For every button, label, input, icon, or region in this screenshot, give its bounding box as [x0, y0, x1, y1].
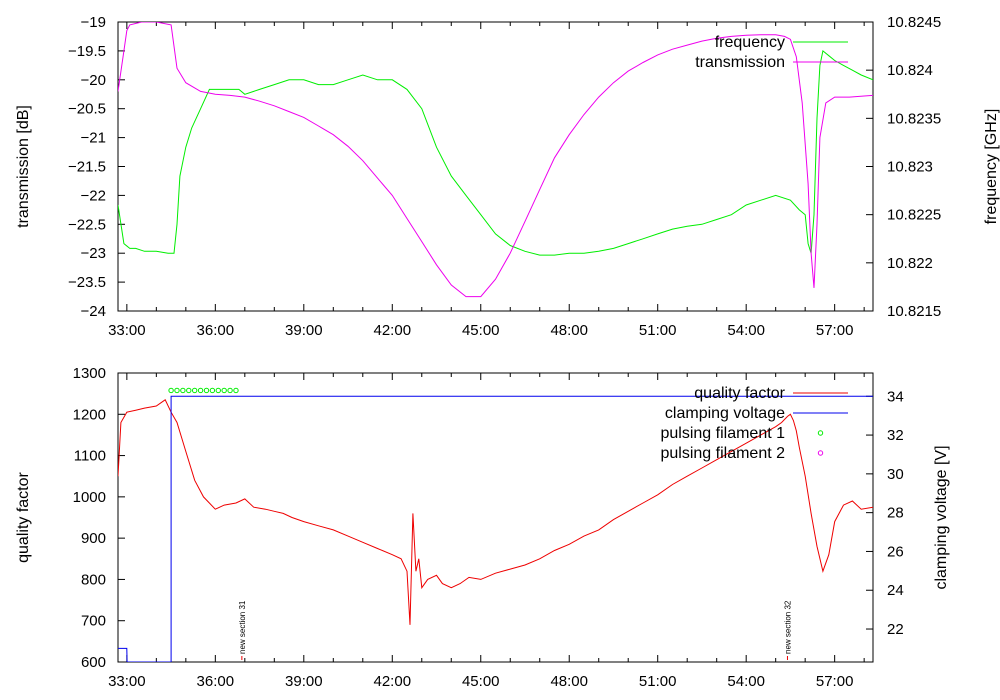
section-annotation: new section 32 [783, 600, 792, 654]
y2-tick-label: 10.8235 [887, 110, 941, 127]
pulsing-filament-1-point [174, 387, 180, 394]
y-tick-label: 1200 [73, 406, 106, 423]
series-group [118, 387, 873, 662]
x-tick-label: 36:00 [197, 322, 235, 339]
x-tick-label: 57:00 [816, 322, 854, 339]
legend-marker [817, 450, 824, 456]
x-tick-label: 57:00 [816, 673, 854, 690]
frequency-line [118, 49, 873, 256]
y-tick-label: 1000 [73, 489, 106, 506]
y-tick-label: −24 [81, 303, 106, 320]
x-tick-label: 45:00 [462, 322, 500, 339]
x-tick-label: 33:00 [108, 673, 146, 690]
y-tick-label: 900 [81, 530, 106, 547]
pulsing-filament-1-point [168, 387, 174, 394]
y-axis-label: transmission [dB] [15, 105, 32, 228]
x-tick-label: 39:00 [285, 673, 323, 690]
x-tick-label: 42:00 [374, 673, 412, 690]
y-tick-label: −20 [81, 72, 106, 89]
y2-tick-label: 34 [887, 388, 904, 405]
plot-frame [117, 372, 874, 663]
y-tick-label: −23 [81, 245, 106, 262]
transmission-frequency-panel: 33:00 36:00 39:00 42:00 45:00 48:00 51:00 54:00… [15, 14, 1000, 339]
pulsing-filament-1-point [191, 387, 198, 394]
quality-factor-line [118, 399, 873, 625]
y2-tick-label: 10.824 [887, 62, 933, 79]
y2-tick-label: 32 [887, 427, 904, 444]
y-axis-label: quality factor [15, 471, 32, 562]
pulsing-filament-1-point [197, 387, 204, 394]
x-tick-label: 48:00 [550, 673, 588, 690]
x-tick-label: 39:00 [285, 322, 323, 339]
x-tick-label: 45:00 [462, 673, 500, 690]
x-tick-label: 54:00 [727, 322, 765, 339]
legend-label: quality factor [694, 385, 785, 402]
y-tick-label: −22 [81, 187, 106, 204]
x-tick-label: 48:00 [550, 322, 588, 339]
pulsing-filament-1-point [180, 387, 186, 394]
y-tick-label: −20.5 [68, 101, 106, 118]
pulsing-filament-1-point [209, 387, 216, 394]
y-tick-label: 1100 [74, 448, 106, 465]
pulsing-filament-1-point [221, 387, 227, 394]
y-tick-label: 700 [81, 613, 106, 630]
y-tick-label: −19 [81, 14, 106, 31]
y-tick-label: −21.5 [68, 159, 106, 176]
y-tick-label: −21 [81, 130, 106, 147]
legend-label: pulsing filament 2 [660, 445, 785, 462]
y-tick-label: −19.5 [68, 43, 106, 60]
quality-factor-clamping-panel: 33:00 36:00 39:00 42:00 45:00 48:00 51:00 54:00… [15, 365, 950, 690]
series-group [118, 22, 873, 298]
pulsing-filament-1-point [203, 387, 210, 394]
y2-tick-label: 10.8215 [887, 303, 941, 320]
legend-label: pulsing filament 1 [660, 425, 785, 442]
x-tick-label: 51:00 [639, 673, 677, 690]
y2-axis-label: frequency [GHz] [983, 109, 1000, 225]
y2-tick-label: 10.8225 [887, 207, 941, 224]
y2-tick-label: 10.822 [887, 255, 933, 272]
legend-label: clamping voltage [665, 405, 785, 422]
y-tick-label: −22.5 [68, 216, 106, 233]
legend-label: frequency [715, 34, 785, 51]
y2-axis-label: clamping voltage [V] [933, 445, 950, 589]
pulsing-filament-1-point [227, 387, 233, 394]
pulsing-filament-1-point [215, 387, 221, 394]
x-tick-label: 36:00 [197, 673, 235, 690]
transmission-line [118, 22, 873, 298]
clamping-voltage-line [118, 395, 873, 662]
legend-label: transmission [695, 54, 785, 71]
x-tick-label: 54:00 [727, 673, 765, 690]
y-tick-label: −23.5 [68, 274, 106, 291]
y2-tick-label: 10.8245 [887, 14, 941, 31]
y-tick-label: 600 [81, 654, 106, 671]
y2-tick-label: 24 [887, 582, 904, 599]
y-tick-label: 800 [81, 571, 106, 588]
y2-tick-label: 26 [887, 543, 904, 560]
y-tick-label: 1300 [73, 365, 106, 382]
x-tick-label: 33:00 [108, 322, 146, 339]
pulsing-filament-1-point [233, 387, 239, 394]
section-annotation: new section 31 [238, 600, 247, 654]
y2-tick-label: 10.823 [887, 159, 933, 176]
y2-tick-label: 28 [887, 505, 904, 522]
y2-tick-label: 30 [887, 466, 904, 483]
x-tick-label: 42:00 [374, 322, 412, 339]
pulsing-filament-1-point [186, 387, 192, 394]
legend-marker [817, 430, 824, 436]
x-tick-label: 51:00 [639, 322, 677, 339]
y2-tick-label: 22 [887, 621, 904, 638]
